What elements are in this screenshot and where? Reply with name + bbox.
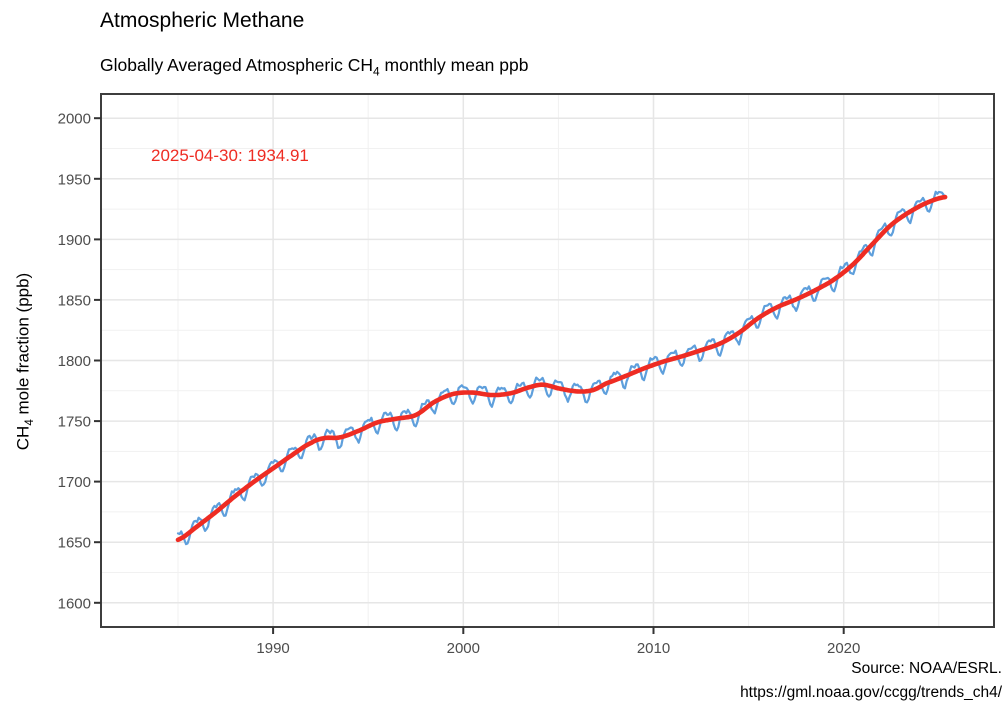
- y-tick-label: 1650: [58, 535, 91, 552]
- x-tick-label: 2010: [637, 640, 670, 657]
- chart-subtitle-prefix: Globally Averaged Atmospheric CH: [100, 55, 374, 75]
- y-tick-label: 1750: [58, 414, 91, 431]
- chart-subtitle-suffix: monthly mean ppb: [379, 55, 529, 75]
- y-tick-label: 1950: [58, 171, 91, 188]
- x-tick-label: 2000: [447, 640, 480, 657]
- trend-line: [175, 194, 948, 543]
- caption-url-line: https://gml.noaa.gov/ccgg/trends_ch4/: [740, 684, 1002, 701]
- y-tick-label: 2000: [58, 111, 91, 128]
- latest-value-annotation: 2025-04-30: 1934.91: [151, 146, 309, 165]
- y-tick-label: 1600: [58, 595, 91, 612]
- source-caption: Source: NOAA/ESRL. https://gml.noaa.gov/…: [740, 657, 1002, 705]
- y-tick-label: 1700: [58, 474, 91, 491]
- y-tick-label: 1800: [58, 353, 91, 370]
- x-tick-label: 1990: [256, 640, 289, 657]
- y-tick-label: 1850: [58, 292, 91, 309]
- y-tick-label: 1900: [58, 232, 91, 249]
- x-tick-label: 2020: [827, 640, 860, 657]
- chart-subtitle-subscript: 4: [373, 64, 380, 79]
- chart-title: Atmospheric Methane: [100, 9, 305, 32]
- chart-subtitle: Globally Averaged Atmospheric CH4 monthl…: [100, 55, 528, 79]
- monthly-mean-line: [176, 190, 945, 546]
- caption-source-line: Source: NOAA/ESRL.: [851, 660, 1002, 677]
